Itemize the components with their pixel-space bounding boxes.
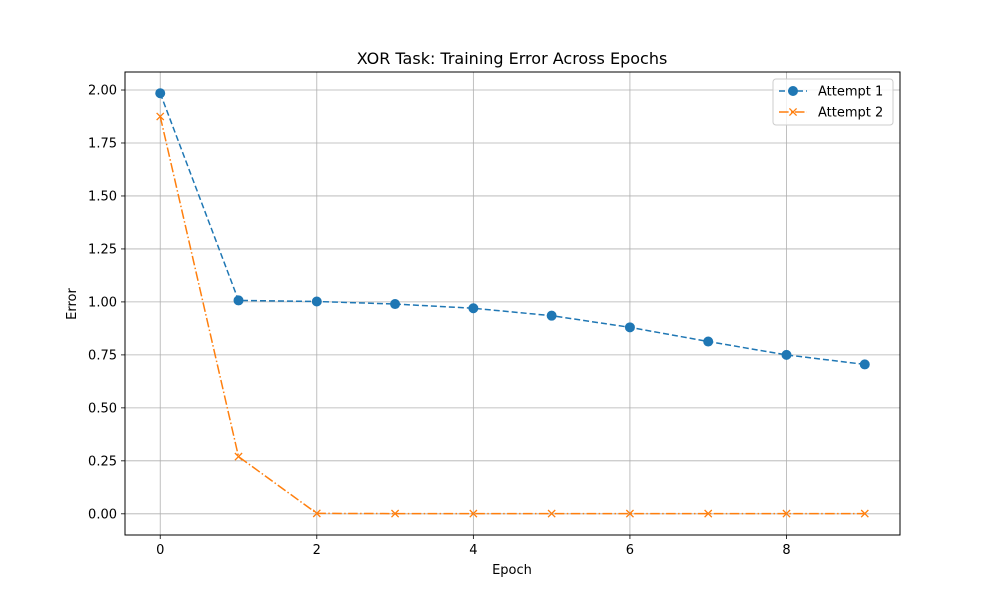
legend-marker — [788, 86, 798, 96]
x-tick-label: 6 — [626, 543, 634, 558]
data-point — [155, 88, 166, 99]
y-tick-label: 1.00 — [88, 295, 117, 310]
y-axis-label: Error — [65, 288, 80, 320]
data-point — [468, 303, 479, 314]
axes: 0 2 4 6 8 0.00 0.25 0.50 0.75 1.00 1.25 1.50 1.75 2.0… — [88, 84, 791, 558]
x-tick-label: 8 — [782, 543, 790, 558]
data-point — [859, 359, 870, 370]
x-tick-label: 2 — [313, 543, 321, 558]
data-point — [704, 509, 713, 518]
series-2 — [156, 112, 869, 518]
data-point — [547, 509, 556, 518]
legend: Attempt 1 Attempt 2 — [772, 78, 894, 126]
data-point — [234, 452, 243, 461]
plot-frame — [124, 71, 901, 536]
data-point — [703, 336, 714, 347]
x-axis-label: Epoch — [492, 563, 532, 578]
data-point — [781, 349, 792, 360]
y-tick-label: 2.00 — [88, 84, 117, 99]
data-point — [624, 322, 635, 333]
y-tick-label: 1.50 — [88, 189, 117, 204]
chart-title: XOR Task: Training Error Across Epochs — [357, 49, 668, 68]
data-point — [625, 509, 634, 518]
series-1 — [155, 88, 870, 370]
data-point — [311, 296, 322, 307]
x-tick-label: 0 — [156, 543, 164, 558]
y-tick-label: 0.50 — [88, 401, 117, 416]
series-line — [159, 116, 865, 515]
data-point — [391, 509, 400, 518]
data-point — [233, 295, 244, 306]
y-tick-label: 0.25 — [88, 454, 117, 469]
y-tick-label: 1.25 — [88, 242, 117, 257]
data-point — [156, 112, 165, 121]
data-point — [469, 509, 478, 518]
data-point — [546, 310, 557, 321]
legend-item: Attempt 1 — [779, 85, 883, 100]
legend-label: Attempt 2 — [818, 106, 883, 121]
legend-marker — [788, 107, 798, 117]
x-tick-label: 4 — [469, 543, 477, 558]
series-line — [159, 92, 865, 366]
data-point — [782, 509, 791, 518]
legend-label: Attempt 1 — [818, 85, 883, 100]
data-point — [390, 299, 401, 310]
plot-area — [125, 72, 900, 535]
data-point — [860, 509, 869, 518]
series-layer — [155, 88, 870, 518]
y-tick-label: 1.75 — [88, 136, 117, 151]
y-tick-label: 0.75 — [88, 348, 117, 363]
data-point — [312, 509, 321, 518]
y-tick-label: 0.00 — [88, 507, 117, 522]
legend-item: Attempt 2 — [779, 106, 883, 121]
